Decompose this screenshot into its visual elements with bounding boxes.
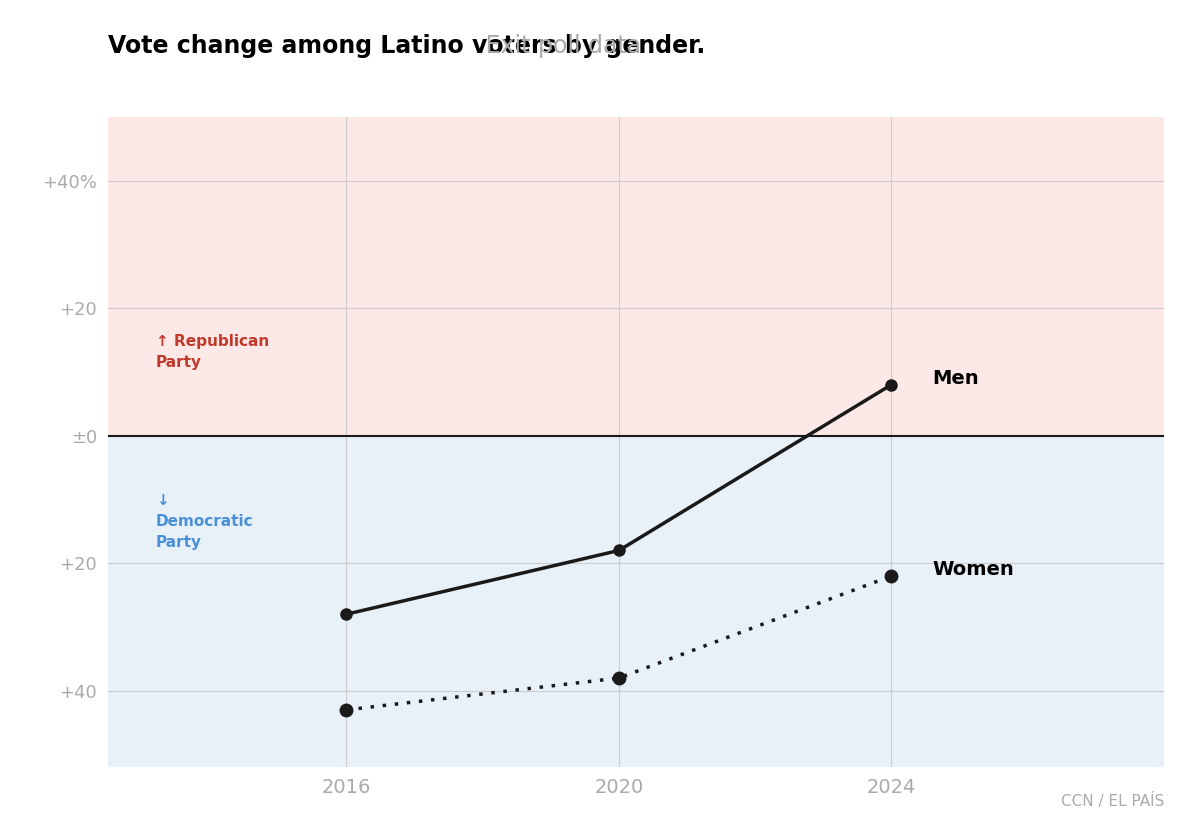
Text: Vote change among Latino voters by gender.: Vote change among Latino voters by gende…	[108, 34, 706, 58]
Text: CCN / EL PAÍS: CCN / EL PAÍS	[1061, 793, 1164, 809]
Text: Men: Men	[932, 369, 979, 388]
Text: Women: Women	[932, 560, 1014, 579]
Text: Exit poll data: Exit poll data	[479, 34, 642, 58]
Text: ↓
Democratic
Party: ↓ Democratic Party	[156, 493, 253, 550]
Text: ↑ Republican
Party: ↑ Republican Party	[156, 334, 269, 369]
Bar	[108, 435, 1164, 767]
Bar	[108, 117, 1164, 435]
